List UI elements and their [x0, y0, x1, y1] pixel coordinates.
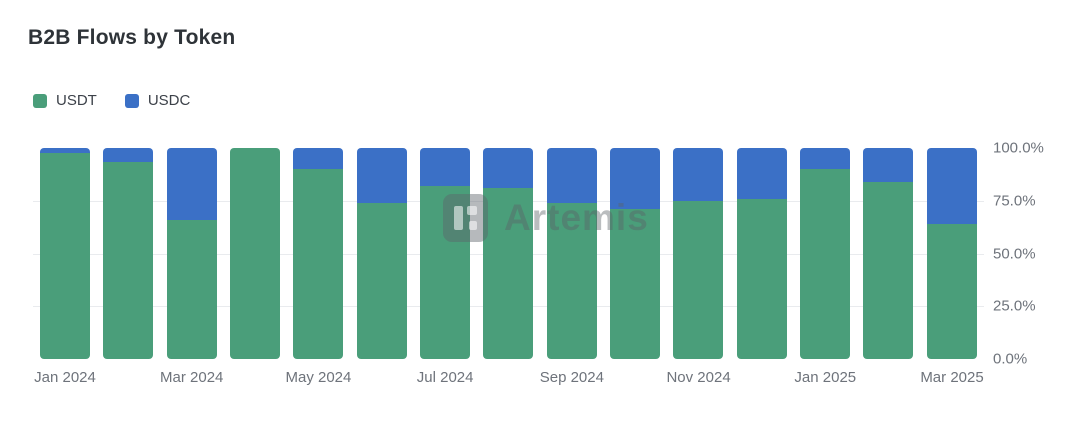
usdt-segment[interactable]: [166, 219, 217, 359]
bar-mar-2025[interactable]: [926, 148, 977, 359]
bar-jan-2025[interactable]: [800, 148, 851, 359]
legend-item-usdt[interactable]: USDT: [33, 92, 97, 109]
usdt-segment[interactable]: [610, 209, 661, 359]
x-tick-label: Sep 2024: [539, 369, 604, 386]
bar-group: [33, 148, 984, 359]
x-tick-label: Jul 2024: [416, 369, 474, 386]
plot-area: [33, 148, 984, 359]
x-tick-label: Jan 2024: [34, 369, 96, 386]
usdc-segment[interactable]: [546, 148, 597, 203]
legend-label-usdt: USDT: [56, 92, 97, 109]
bar-feb-2024[interactable]: [103, 148, 154, 359]
usdt-segment[interactable]: [483, 188, 534, 359]
bar-nov-2024[interactable]: [673, 148, 724, 359]
x-tick-label: May 2024: [285, 369, 352, 386]
y-tick-label: 100.0%: [993, 139, 1044, 157]
usdc-segment[interactable]: [736, 148, 787, 199]
usdt-segment[interactable]: [863, 181, 914, 359]
y-tick-label: 0.0%: [993, 350, 1028, 368]
x-tick-label: Mar 2025: [920, 369, 984, 386]
y-axis: 100.0% 75.0% 50.0% 25.0% 0.0%: [993, 140, 1063, 368]
bar-mar-2024[interactable]: [166, 148, 217, 359]
usdt-segment[interactable]: [420, 185, 471, 359]
usdc-segment[interactable]: [800, 148, 851, 170]
usdt-segment[interactable]: [546, 202, 597, 359]
x-tick-label: Nov 2024: [666, 369, 731, 386]
usdt-segment[interactable]: [230, 148, 281, 359]
usdc-segment[interactable]: [40, 148, 90, 154]
usdc-swatch-icon: [124, 93, 139, 108]
y-tick-label: 75.0%: [993, 192, 1036, 210]
usdt-swatch-icon: [33, 93, 47, 108]
usdt-segment[interactable]: [736, 198, 787, 359]
usdc-segment[interactable]: [293, 148, 344, 170]
y-tick-label: 50.0%: [993, 245, 1036, 262]
usdc-segment[interactable]: [103, 148, 154, 162]
bar-dec-2024[interactable]: [736, 148, 787, 359]
usdt-segment[interactable]: [40, 153, 90, 359]
bar-jan-2024[interactable]: [40, 148, 90, 359]
legend-item-usdc[interactable]: USDC: [124, 92, 191, 109]
legend-label-usdc: USDC: [147, 92, 191, 109]
usdt-segment[interactable]: [103, 161, 154, 359]
y-tick-label: 25.0%: [993, 297, 1036, 315]
bar-apr-2024[interactable]: [230, 148, 281, 359]
usdc-segment[interactable]: [673, 148, 724, 201]
usdt-segment[interactable]: [293, 169, 344, 359]
usdc-segment[interactable]: [863, 148, 914, 182]
usdc-segment[interactable]: [420, 148, 471, 186]
usdt-segment[interactable]: [673, 200, 724, 359]
bar-oct-2024[interactable]: [610, 148, 661, 359]
bar-jun-2024[interactable]: [356, 148, 407, 359]
usdc-segment[interactable]: [166, 148, 217, 220]
usdc-segment[interactable]: [356, 148, 407, 203]
x-tick-label: Jan 2025: [794, 369, 857, 386]
bar-may-2024[interactable]: [293, 148, 344, 359]
bar-feb-2025[interactable]: [863, 148, 914, 359]
bar-jul-2024[interactable]: [420, 148, 471, 359]
usdt-segment[interactable]: [926, 223, 977, 359]
x-axis: Jan 2024 Mar 2024 May 2024 Jul 2024 Sep 2024…: [33, 369, 984, 389]
usdc-segment[interactable]: [926, 148, 977, 224]
bar-sep-2024[interactable]: [546, 148, 597, 359]
legend: USDT USDC: [33, 92, 190, 109]
usdc-segment[interactable]: [610, 148, 661, 210]
usdt-segment[interactable]: [800, 169, 851, 359]
chart-title: B2B Flows by Token: [28, 26, 236, 49]
x-tick-label: Mar 2024: [160, 369, 224, 386]
usdc-segment[interactable]: [483, 148, 534, 189]
bar-aug-2024[interactable]: [483, 148, 534, 359]
usdt-segment[interactable]: [356, 202, 407, 359]
